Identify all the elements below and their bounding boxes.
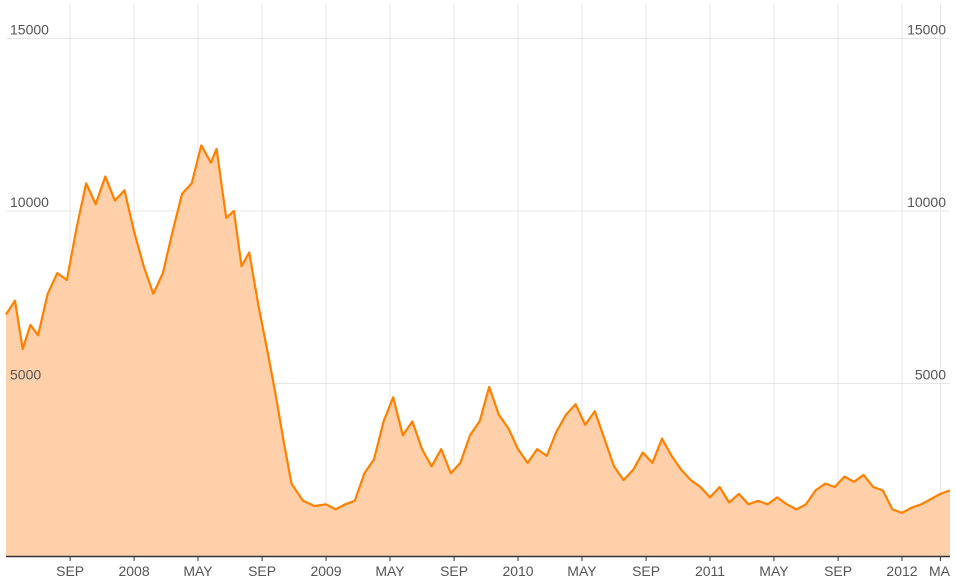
- x-tick-label-month: SEP: [248, 563, 276, 579]
- x-tick-label-month: SEP: [56, 563, 84, 579]
- y-tick-label-left: 10000: [10, 194, 49, 210]
- y-tick-label-right: 5000: [915, 367, 946, 383]
- x-tick-label-month: MAY: [375, 563, 405, 579]
- x-tick-label-year: 2012: [886, 563, 917, 579]
- x-tick-label-month: MAY: [567, 563, 597, 579]
- x-tick-label-month: MAY: [183, 563, 213, 579]
- x-tick-label-year: 2009: [310, 563, 341, 579]
- x-tick-label-month: SEP: [440, 563, 468, 579]
- x-tick-label-month: MAY: [759, 563, 789, 579]
- chart-svg: 5000 10000 15000 5000 10000 15000 2008 2009 2010…: [0, 0, 956, 585]
- x-tick-label-year: 2010: [502, 563, 533, 579]
- area-chart: 5000 10000 15000 5000 10000 15000 2008 2009 2010…: [0, 0, 956, 585]
- x-tick-label-month: SEP: [824, 563, 852, 579]
- y-tick-label-left: 15000: [10, 22, 49, 38]
- x-tick-label-year: 2008: [118, 563, 149, 579]
- x-tick-label-month: SEP: [632, 563, 660, 579]
- x-tick-label-year: 2011: [695, 563, 725, 579]
- y-tick-label-right: 10000: [907, 194, 946, 210]
- x-tick-label-month: MA: [929, 563, 951, 579]
- y-tick-label-right: 15000: [907, 22, 946, 38]
- y-tick-label-left: 5000: [10, 367, 41, 383]
